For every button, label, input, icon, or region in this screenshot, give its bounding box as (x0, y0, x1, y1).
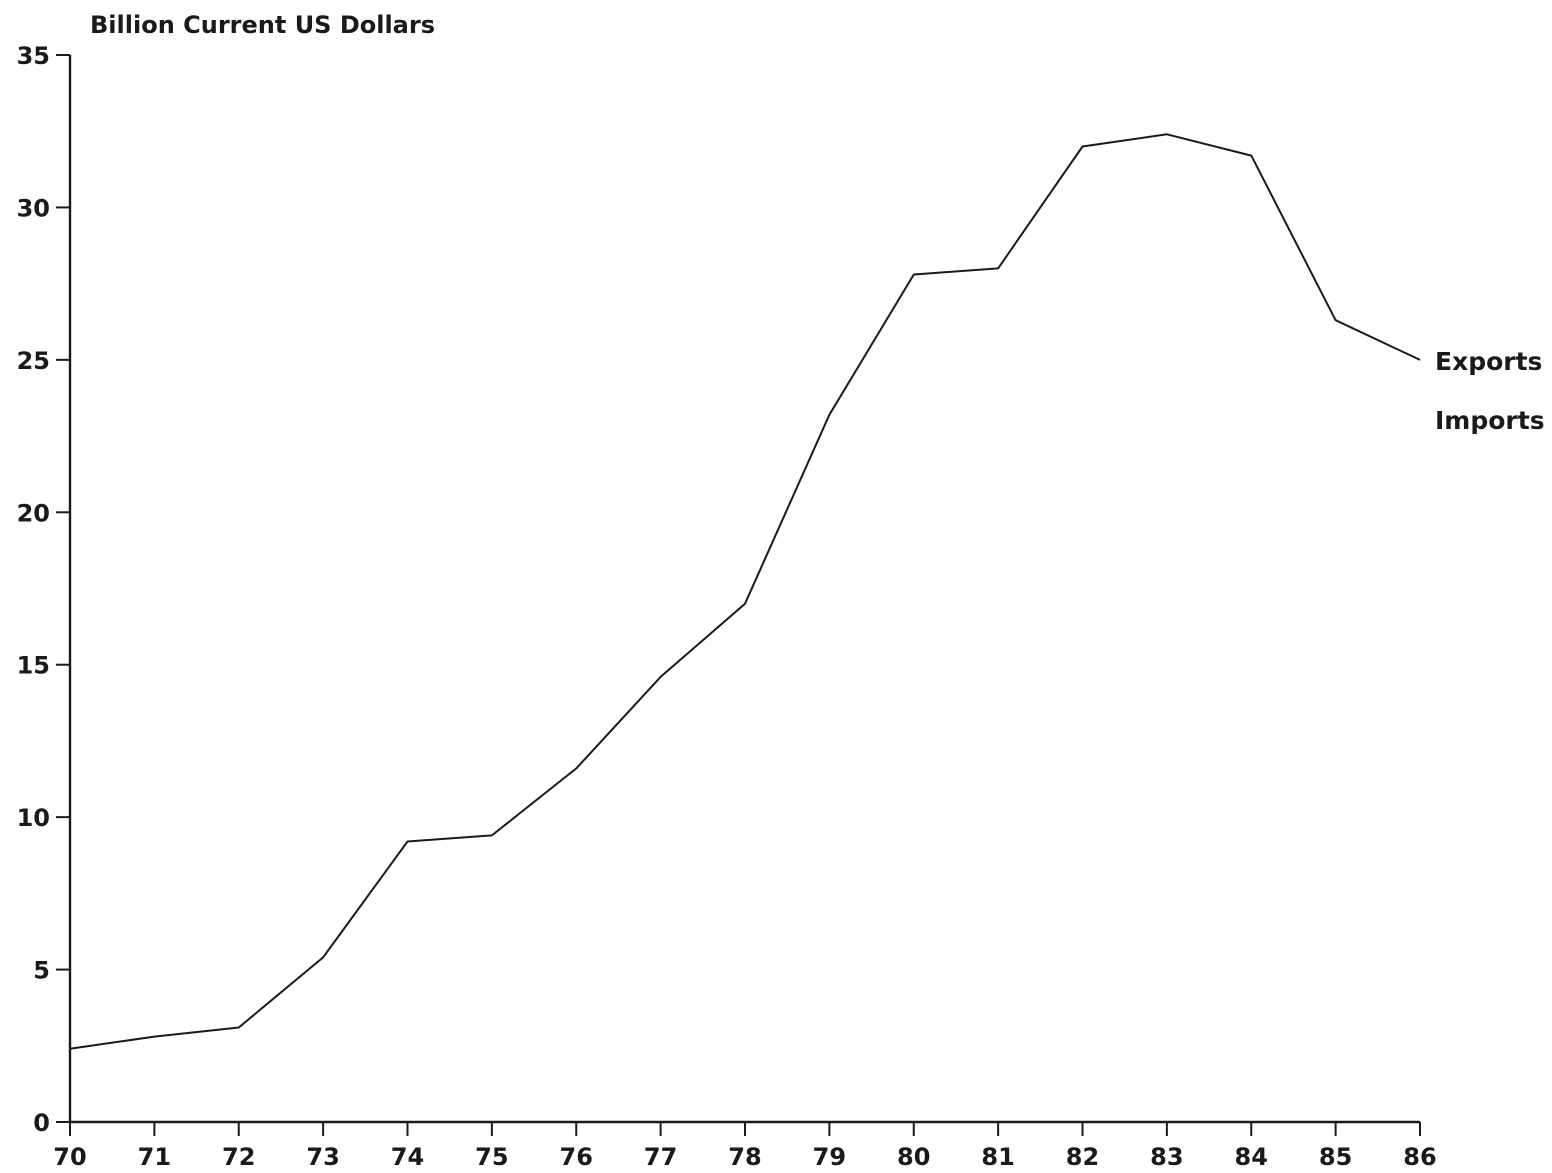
x-tick-label: 77 (644, 1143, 677, 1171)
series-labels: Exports Imports (1435, 347, 1545, 435)
x-tick-label: 82 (1066, 1143, 1099, 1171)
x-tick-label: 85 (1319, 1143, 1352, 1171)
x-tick-label: 79 (813, 1143, 846, 1171)
y-tick-label: 35 (17, 42, 50, 70)
x-tick-label: 72 (222, 1143, 255, 1171)
x-tick-label: 73 (306, 1143, 339, 1171)
x-tick-label: 80 (897, 1143, 930, 1171)
series-label-exports: Exports (1435, 347, 1542, 376)
y-tick-label: 0 (33, 1109, 50, 1137)
x-tick-label: 81 (981, 1143, 1014, 1171)
x-tick-label: 70 (53, 1143, 86, 1171)
y-tick-label: 25 (17, 347, 50, 375)
y-axis-label: Billion Current US Dollars (90, 11, 435, 39)
x-tick-label: 84 (1235, 1143, 1268, 1171)
x-tick-label: 75 (475, 1143, 508, 1171)
axes (68, 55, 1420, 1124)
y-tick-label: 20 (17, 499, 50, 527)
y-tick-label: 15 (17, 652, 50, 680)
x-tick-label: 71 (138, 1143, 171, 1171)
y-axis-ticks: 0 5 10 15 20 25 30 35 (17, 42, 70, 1137)
y-tick-label: 30 (17, 194, 50, 222)
series-label-imports: Imports (1435, 406, 1545, 435)
x-tick-label: 86 (1403, 1143, 1436, 1171)
y-tick-label: 5 (33, 957, 50, 985)
x-tick-label: 78 (728, 1143, 761, 1171)
x-axis-ticks: 70 71 72 73 74 75 76 77 78 79 80 81 82 83 84 85 86 (53, 1122, 1437, 1171)
series-lines (69, 133, 1421, 1050)
y-tick-label: 10 (17, 804, 50, 832)
series-line-exports (69, 133, 1421, 1050)
x-tick-label: 74 (391, 1143, 424, 1171)
x-tick-label: 76 (560, 1143, 593, 1171)
x-tick-label: 83 (1150, 1143, 1183, 1171)
